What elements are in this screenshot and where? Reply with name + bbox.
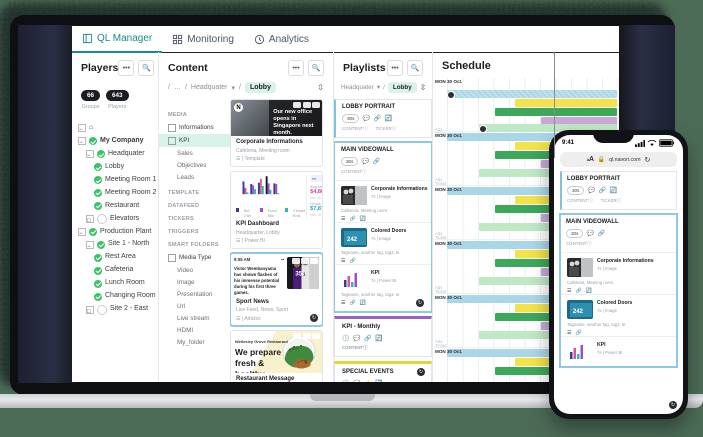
svg-text:242: 242 [347, 237, 358, 243]
svg-text:35: 35 [295, 270, 302, 277]
svg-text:242: 242 [573, 309, 584, 315]
